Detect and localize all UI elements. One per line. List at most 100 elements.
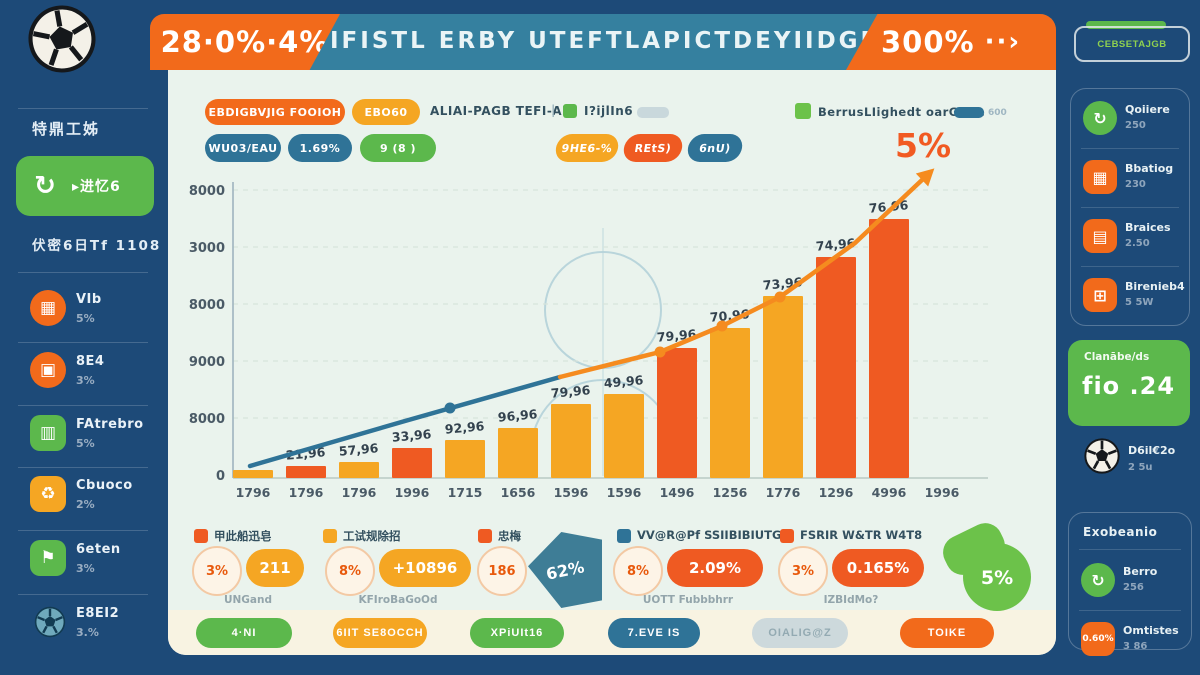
- legend-flag-amber[interactable]: 9HE6-%: [553, 134, 621, 162]
- right-card-item[interactable]: 0.60% Omtistes 3 86: [1069, 610, 1191, 669]
- soccer-ball-icon: [28, 5, 96, 73]
- stat-value-pill: 2.09%: [667, 549, 763, 587]
- svg-text:1256: 1256: [713, 485, 748, 500]
- card-label: Qoiiere: [1125, 103, 1170, 116]
- footer-button-3[interactable]: XPiUIt16: [470, 618, 564, 648]
- ball-stat-item[interactable]: D6il€2o 2 5u: [1068, 436, 1190, 480]
- legend-pill-teal-2[interactable]: 1.69%: [288, 134, 352, 162]
- header-right-badge-text: 300%: [880, 25, 975, 59]
- sidebar-item-label: 6eten: [76, 542, 121, 557]
- soccer-ball-icon: [1084, 438, 1120, 478]
- whistle-shape: 5%: [935, 523, 1043, 615]
- sidebar-subsection-title: 伏密6日Tf 1108: [32, 238, 162, 254]
- refresh-icon: ↻: [34, 171, 56, 201]
- sidebar-item-value: 3%: [76, 562, 95, 575]
- sidebar-item-fatrebro[interactable]: ▥ FAtrebro 5%: [0, 415, 165, 475]
- legend-gray-bar: [637, 107, 669, 118]
- sidebar-item-value: 2%: [76, 498, 95, 511]
- sidebar-item-value: 5%: [76, 437, 95, 450]
- sidebar-item-6eten[interactable]: ⚑ 6eten 3%: [0, 540, 165, 600]
- legend-blue-bar-label: 600: [988, 108, 1007, 118]
- stat-caption: IZBIdMo?: [823, 594, 879, 606]
- stat-caption: KFIroBaGoOd: [358, 594, 438, 606]
- whistle-icon: 5%: [943, 523, 1031, 611]
- svg-text:1996: 1996: [395, 485, 430, 500]
- table-icon: ⊞: [1083, 278, 1117, 312]
- footer-button-5[interactable]: OIALIG@Z: [752, 618, 848, 648]
- stat-arrow-value: 62%: [544, 556, 586, 584]
- svg-text:1776: 1776: [766, 485, 801, 500]
- highlight-title: Clanābe/ds: [1084, 351, 1150, 363]
- device-icon: ▣: [30, 352, 66, 388]
- svg-text:79,96: 79,96: [550, 382, 591, 400]
- legend-divider: |: [551, 103, 556, 117]
- grid-icon: ▦: [1083, 160, 1117, 194]
- flag-icon: ⚑: [30, 540, 66, 576]
- app-logo[interactable]: [23, 0, 102, 78]
- right-card-item[interactable]: ↻ Berro 256: [1069, 551, 1191, 610]
- schedule-icon: ▦: [30, 290, 66, 326]
- divider: [18, 530, 148, 531]
- stat-percent-badge: 186: [477, 546, 527, 596]
- stat-label: 工试规除招: [343, 529, 401, 543]
- recycle-icon: ↻: [1083, 101, 1117, 135]
- stat-swatch: [194, 529, 208, 543]
- legend-blue-bar: [954, 107, 984, 118]
- svg-text:1796: 1796: [342, 485, 377, 500]
- sidebar-item-vib[interactable]: ▦ VIb 5%: [0, 290, 165, 350]
- stat-swatch: [617, 529, 631, 543]
- legend-flag-teal[interactable]: 6nU): [685, 134, 745, 162]
- svg-text:49,96: 49,96: [603, 372, 644, 390]
- recycle-icon: ♻: [30, 476, 66, 512]
- legend-pill-orange[interactable]: EBDIGBVJIG FOOIOH: [205, 99, 345, 125]
- divider: [1081, 207, 1179, 208]
- svg-text:70,96: 70,96: [709, 306, 750, 324]
- highlight-card[interactable]: Clanābe/ds fio .24: [1068, 340, 1190, 426]
- legend-flag-orange[interactable]: REtS): [621, 134, 685, 162]
- right-card-item[interactable]: ▤ Braices 2.50: [1071, 207, 1189, 266]
- svg-text:79,96: 79,96: [656, 326, 697, 344]
- svg-text:96,96: 96,96: [497, 406, 538, 424]
- percent-icon: 0.60%: [1081, 622, 1115, 656]
- sidebar-item-cbuoco[interactable]: ♻ Cbuoco 2%: [0, 476, 165, 536]
- svg-text:92,96: 92,96: [444, 418, 485, 436]
- footer-button-4[interactable]: 7.EVE IS: [608, 618, 700, 648]
- footer-button-1[interactable]: 4·NI: [196, 618, 292, 648]
- legend-text: ALIAI-PAGB TEFI-AM: [430, 104, 575, 118]
- stat-percent-badge: 3%: [192, 546, 242, 596]
- stat-label: 甲此船迅皂: [214, 529, 272, 543]
- right-card-item[interactable]: ⊞ Birenieb4 5 5W: [1071, 266, 1189, 325]
- svg-text:1796: 1796: [289, 485, 324, 500]
- footer-button-2[interactable]: 6IIT SE8OCCH: [333, 618, 427, 648]
- svg-text:1656: 1656: [501, 485, 536, 500]
- svg-text:8000: 8000: [189, 412, 225, 427]
- legend-pill-teal-1[interactable]: WU03/EAU: [205, 134, 281, 162]
- register-button[interactable]: CEBSETAJGB: [1074, 26, 1190, 62]
- sidebar-item-8e4[interactable]: ▣ 8E4 3%: [0, 352, 165, 412]
- stat-value-pill: 0.165%: [832, 549, 924, 587]
- card-label: Omtistes: [1123, 624, 1179, 637]
- svg-text:3000: 3000: [189, 241, 225, 256]
- legend-pill-green[interactable]: 9 (8 ): [360, 134, 436, 162]
- stat-value-pill: 211: [246, 549, 304, 587]
- sidebar-item-active[interactable]: ↻ ▸进忆6: [16, 156, 154, 216]
- right-card-group-1: ↻ Qoiiere 250 ▦ Bbatiog 230 ▤ Braices 2.…: [1070, 88, 1190, 326]
- recycle-icon: ↻: [1081, 563, 1115, 597]
- divider: [1081, 148, 1179, 149]
- sidebar-item-value: 5%: [76, 312, 95, 325]
- stat-swatch: [478, 529, 492, 543]
- card-value: 256: [1123, 582, 1144, 593]
- legend-pill-amber[interactable]: EBO60: [352, 99, 420, 125]
- stat-percent-badge: 3%: [778, 546, 828, 596]
- right-card-item[interactable]: ↻ Qoiiere 250: [1071, 89, 1189, 148]
- right-card-item[interactable]: ▦ Bbatiog 230: [1071, 148, 1189, 207]
- whistle-value: 5%: [981, 567, 1013, 589]
- footer-button-6[interactable]: TOIKE: [900, 618, 994, 648]
- header-right-badge[interactable]: 300% ··›: [846, 14, 1056, 70]
- svg-text:1996: 1996: [925, 485, 960, 500]
- sidebar-item-e8ei2[interactable]: E8EI2 3.%: [0, 604, 165, 664]
- group-header: Exobeanio: [1083, 525, 1158, 539]
- divider: [18, 467, 148, 468]
- right-card-group-2: Exobeanio ↻ Berro 256 0.60% Omtistes 3 8…: [1068, 512, 1192, 656]
- card-value: 230: [1125, 179, 1146, 190]
